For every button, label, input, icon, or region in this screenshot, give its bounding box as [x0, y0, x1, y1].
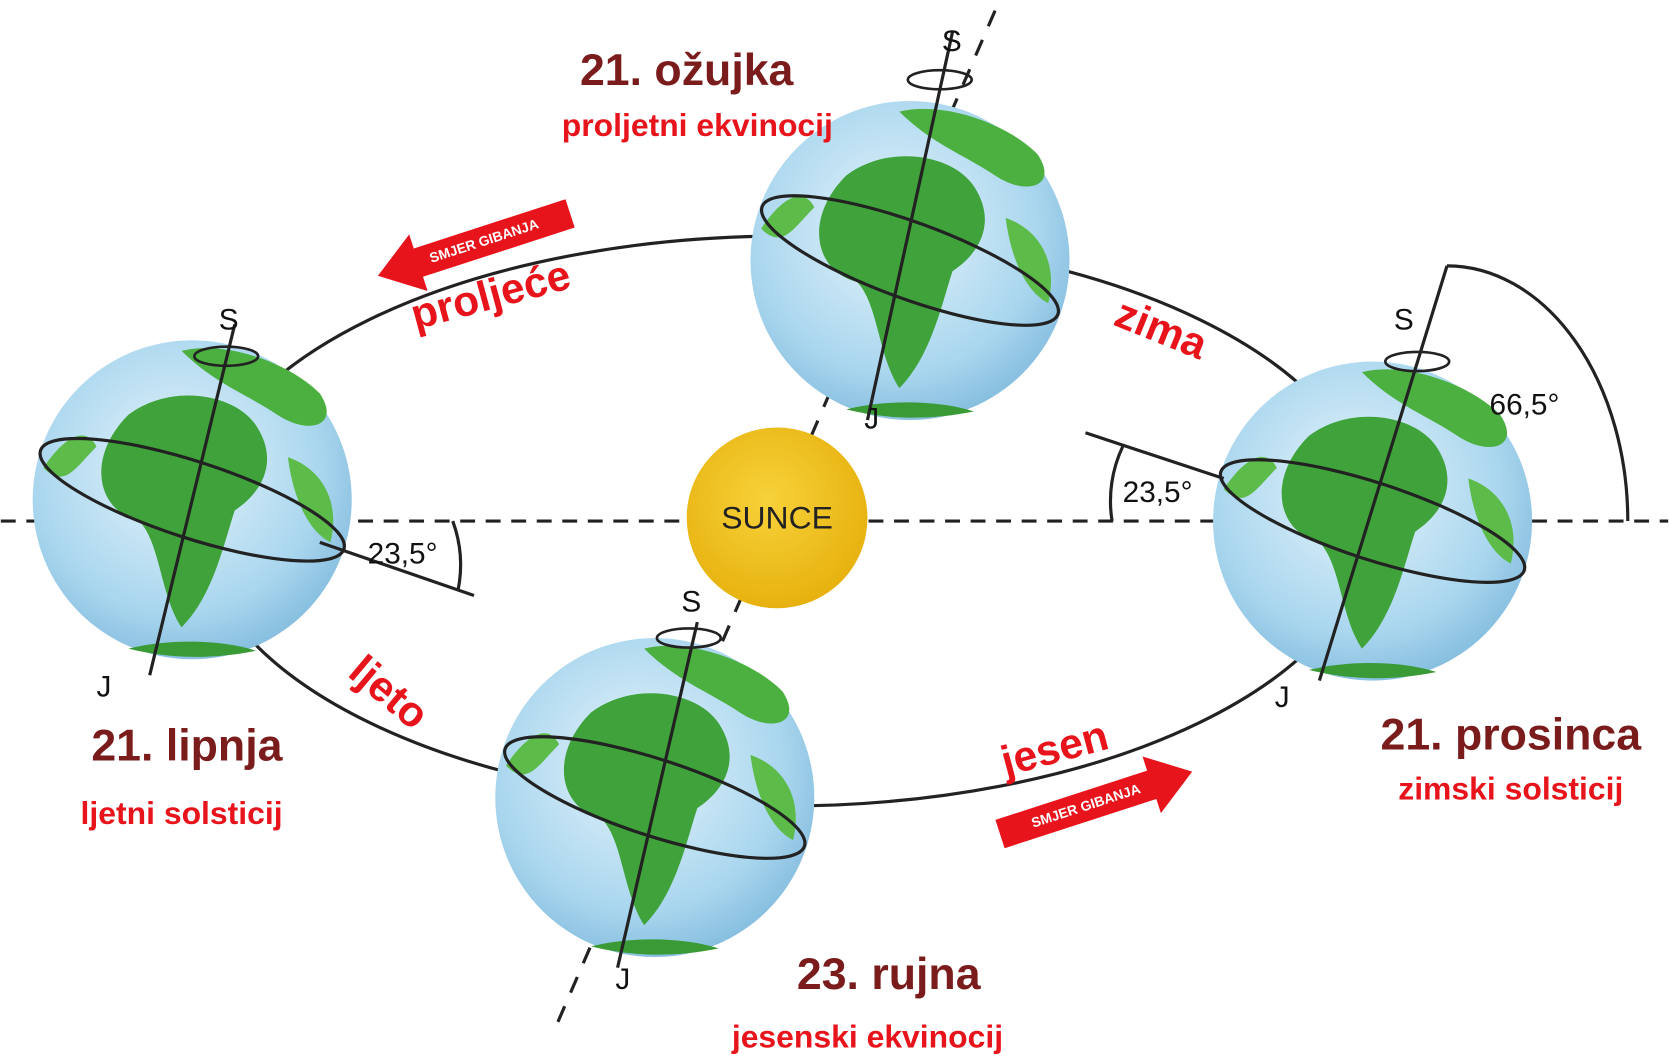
sun-label: SUNCE: [721, 500, 833, 536]
angle-label: 23,5°: [1123, 476, 1193, 509]
pole-label: J: [615, 963, 630, 996]
globe: [32, 323, 352, 676]
pole-label: S: [1394, 304, 1414, 337]
sun: [686, 427, 868, 609]
date: 21. ožujka: [580, 46, 795, 95]
event: jesenski ekvinocij: [731, 1018, 1003, 1054]
globe: [495, 621, 815, 969]
pole-label: J: [97, 671, 112, 704]
event: ljetni solsticij: [81, 795, 283, 831]
globe: [750, 31, 1070, 421]
tilt-line: [319, 540, 475, 598]
angle-arc: [1108, 445, 1125, 522]
pole-label: J: [864, 403, 879, 436]
pole-label: S: [942, 25, 962, 58]
date: 21. prosinca: [1380, 711, 1642, 760]
season: ljeto: [340, 646, 438, 739]
pole-label: S: [681, 585, 701, 618]
pole-label: J: [1275, 681, 1290, 714]
angle-arc: [451, 520, 463, 591]
event: zimski solsticij: [1398, 771, 1623, 807]
angle-arc: [1447, 264, 1630, 522]
globe: [1213, 265, 1533, 682]
date: 23. rujna: [797, 950, 982, 999]
event: proljetni ekvinocij: [562, 107, 833, 143]
tilt-line: [1084, 431, 1225, 481]
date: 21. lipnja: [91, 721, 283, 770]
pole-label: S: [219, 304, 239, 337]
angle-label: 23,5°: [368, 538, 438, 571]
angle-label: 66,5°: [1490, 389, 1560, 422]
